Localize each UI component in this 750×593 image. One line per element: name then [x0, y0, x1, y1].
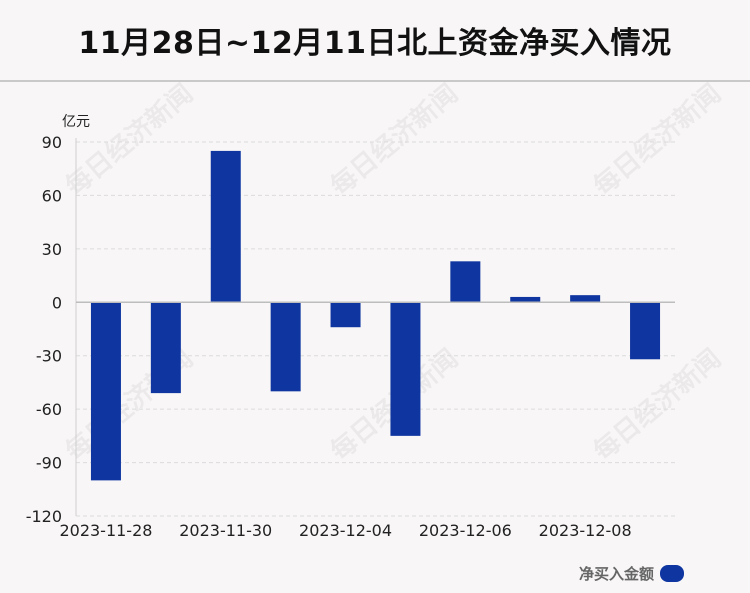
bar: [630, 302, 661, 360]
legend-label: 净买入金额: [578, 565, 654, 583]
bar: [330, 302, 361, 328]
bar: [90, 302, 121, 481]
bar: [570, 295, 601, 303]
y-tick-label: 90: [42, 133, 62, 152]
bar: [270, 302, 301, 392]
x-tick-label: 2023-12-06: [419, 521, 512, 540]
y-tick-label: 30: [42, 240, 62, 259]
x-tick-label: 2023-12-08: [539, 521, 632, 540]
x-tick-label: 2023-12-04: [299, 521, 392, 540]
y-tick-label: 60: [42, 186, 62, 205]
bar: [510, 296, 541, 303]
x-tick-label: 2023-11-28: [59, 521, 152, 540]
x-tick-label: 2023-11-30: [179, 521, 272, 540]
bar: [210, 150, 241, 303]
legend: 净买入金额: [579, 563, 684, 584]
y-tick-label: -60: [36, 400, 62, 419]
title-divider: [0, 80, 750, 82]
chart-title: 11月28日~12月11日北上资金净买入情况: [78, 26, 672, 61]
legend-swatch: [660, 565, 684, 582]
bar: [150, 302, 181, 394]
y-tick-label: 0: [52, 293, 62, 312]
bar: [450, 261, 481, 303]
y-unit-label: 亿元: [62, 114, 90, 130]
bar: [390, 302, 421, 436]
y-tick-label: -90: [36, 454, 62, 473]
y-tick-label: -120: [26, 507, 62, 526]
y-tick-label: -30: [36, 347, 62, 366]
